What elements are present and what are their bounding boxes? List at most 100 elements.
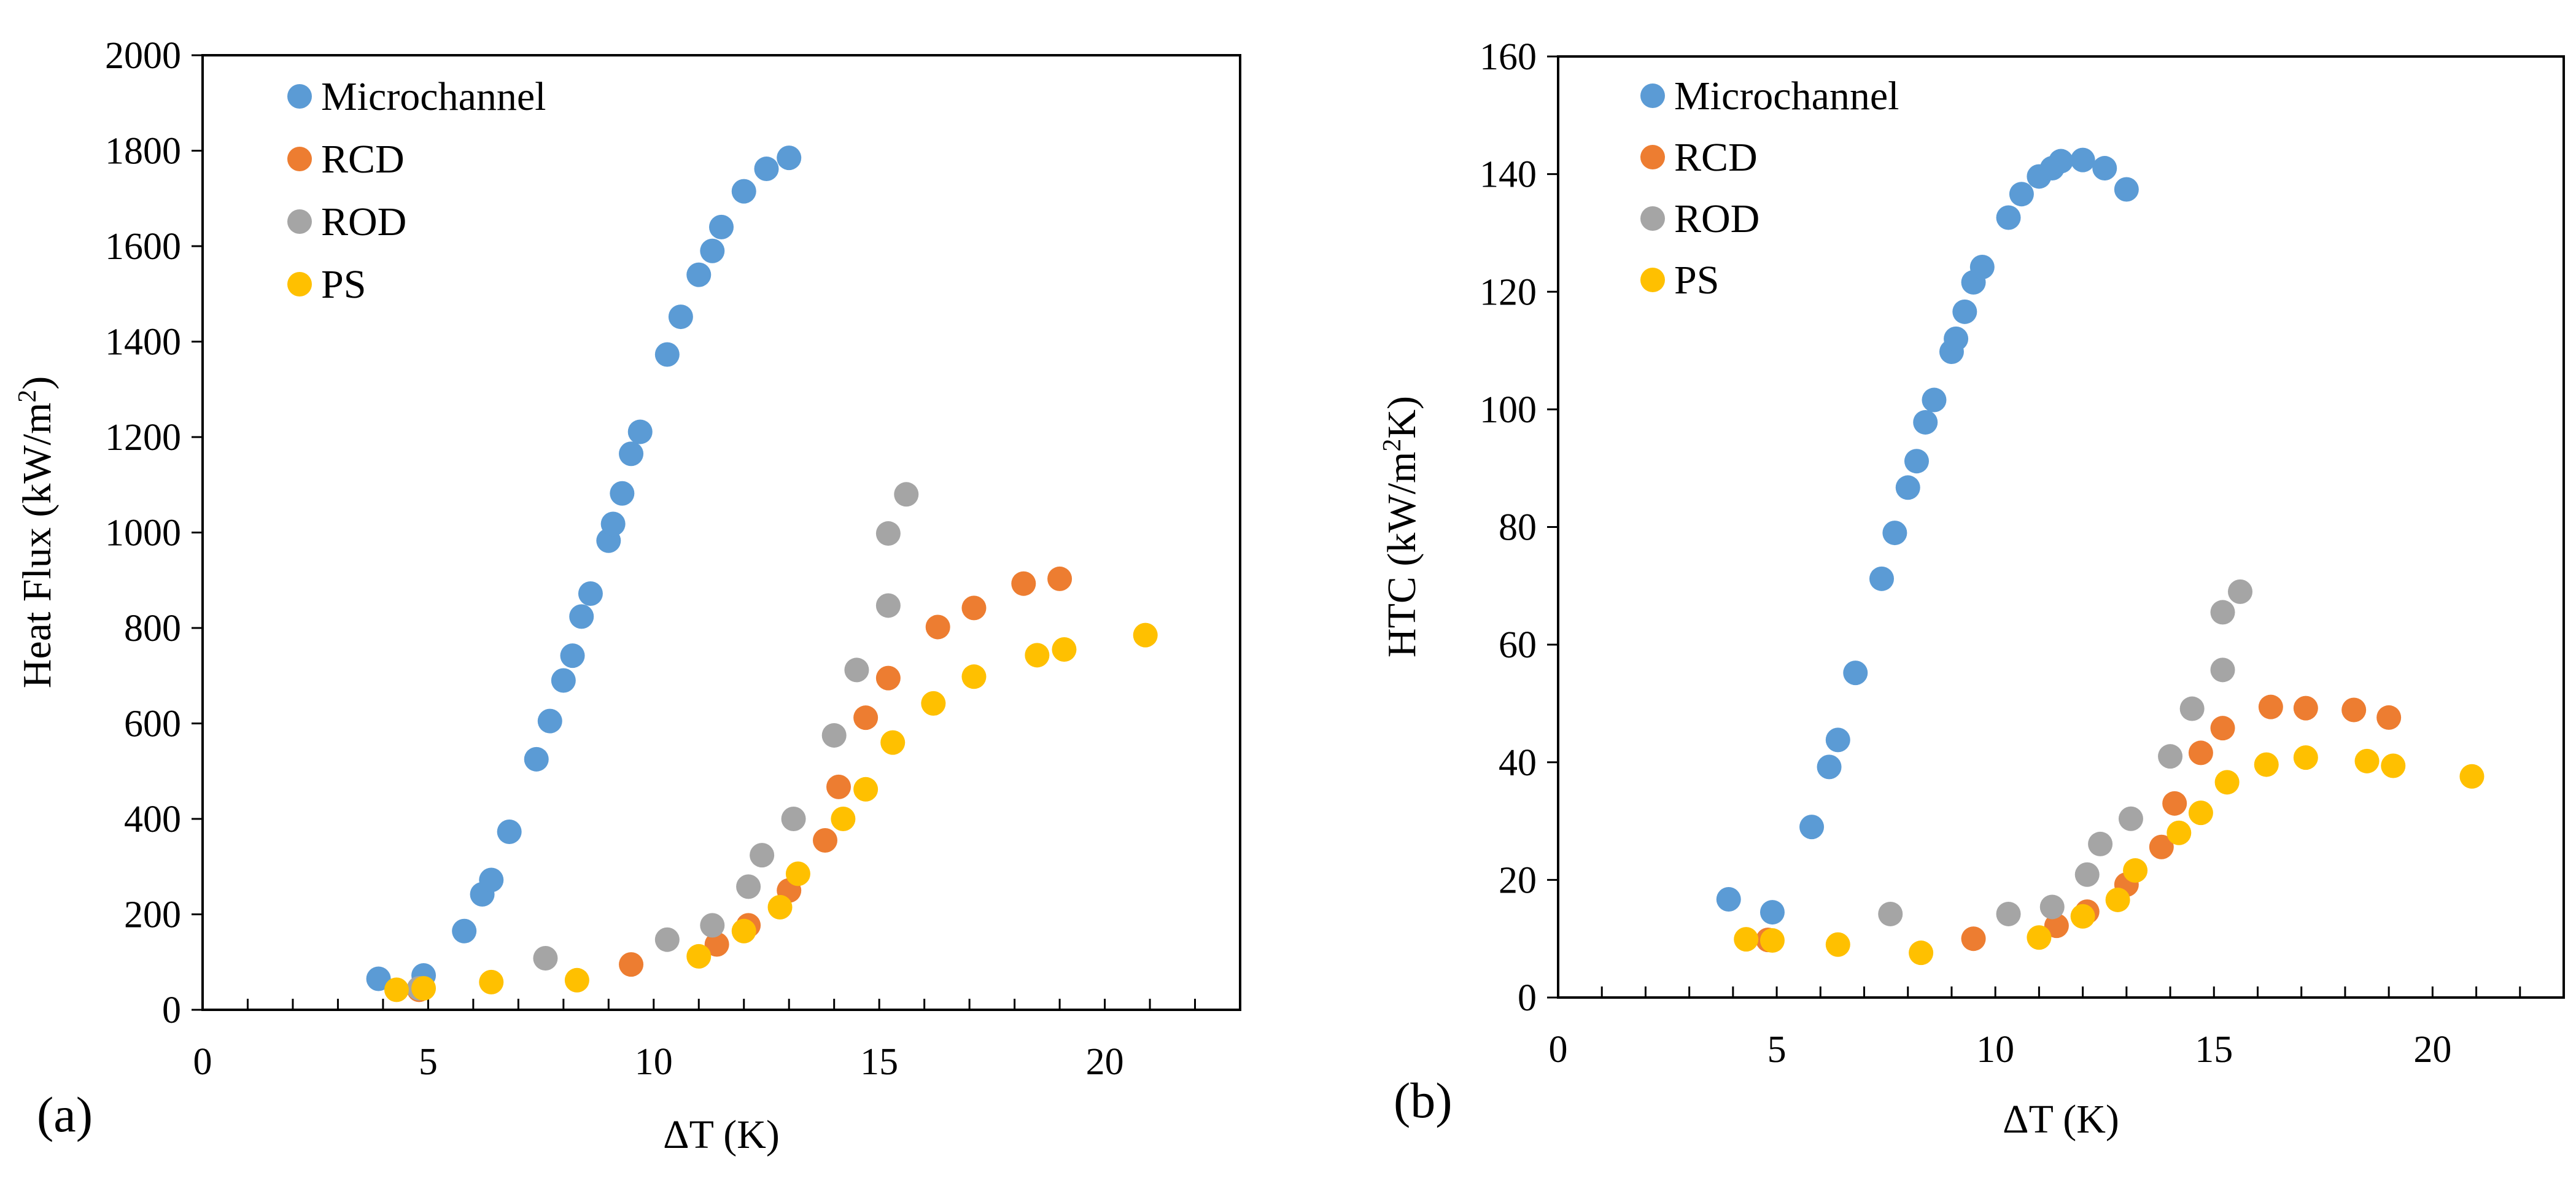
data-point-rod [875,521,901,546]
y-tick-label: 800 [124,608,181,649]
legend: Microchannel RCD ROD PS [1640,74,1899,303]
data-point-rod [894,482,919,507]
data-point-ps [2070,904,2095,929]
legend-marker-rcd [287,147,312,171]
data-point-microchannel [524,746,549,772]
data-point-rcd [2376,705,2402,730]
legend-label-microchannel: Microchannel [321,74,546,119]
x-tick-label: 5 [419,1041,438,1083]
x-tick-label: 0 [1549,1029,1568,1071]
data-point-ps [921,691,946,716]
panel-label: (a) [37,1087,93,1142]
data-point-rod [654,927,680,952]
data-point-ps [2459,764,2485,789]
data-point-microchannel [1825,727,1850,753]
data-point-microchannel [1799,815,1825,840]
data-point-ps [384,977,409,1002]
data-point-ps [767,894,793,920]
data-point-rod [750,843,775,868]
data-point-rod [875,593,901,618]
x-tick-label: 15 [2195,1029,2233,1071]
legend-label-rod: ROD [1674,196,1759,241]
data-point-microchannel [610,481,635,506]
legend-marker-ps [287,272,312,296]
data-point-microchannel [1882,521,1907,546]
x-tick-label: 10 [635,1041,673,1083]
y-tick-label: 80 [1499,507,1537,549]
y-tick-label: 60 [1499,624,1537,666]
data-point-ps [2293,745,2318,770]
data-point-microchannel [600,511,626,537]
x-tick-label: 0 [193,1041,212,1083]
data-point-ps [1734,927,1759,952]
data-point-rod [2118,806,2143,831]
data-point-rcd [853,705,879,730]
legend-label-rod: ROD [321,200,406,244]
data-point-rod [821,723,847,748]
y-tick-label: 20 [1499,859,1537,901]
legend-marker-rod [287,209,312,234]
data-points [366,145,1158,1002]
data-point-ps [2254,752,2279,777]
data-point-microchannel [2049,149,2073,174]
data-point-rcd [2210,716,2235,741]
y-axis-label-superscript: 2 [14,390,42,403]
data-point-microchannel [537,708,562,734]
data-point-microchannel [627,419,653,444]
legend-marker-microchannel [1640,83,1665,108]
x-tick-label: 20 [2413,1029,2451,1071]
data-point-microchannel [1922,387,1947,413]
data-point-microchannel [2092,156,2117,181]
data-point-rcd [1047,566,1073,591]
data-point-rod [533,946,558,971]
panel-label: (b) [1394,1072,1453,1128]
y-tick-label: 0 [1518,977,1537,1019]
legend-label-ps: PS [321,262,366,307]
data-point-microchannel [2009,182,2034,207]
data-point-rcd [875,665,901,691]
data-point-microchannel [1944,326,1969,351]
y-axis-label-superscript: 2 [1378,439,1406,452]
data-point-rcd [2258,694,2283,719]
data-point-ps [1052,637,1077,662]
data-point-rcd [2149,834,2174,859]
x-tick-label: 20 [1086,1041,1124,1083]
data-point-ps [2381,753,2406,778]
data-point-ps [564,967,589,993]
data-point-ps [853,777,879,802]
y-tick-label: 120 [1480,271,1537,313]
y-tick-label: 1400 [105,322,181,363]
data-point-rod [2179,696,2205,721]
data-point-microchannel [1843,661,1868,686]
data-point-rod [700,913,725,938]
data-point-rod [2039,894,2065,920]
data-point-microchannel [1913,409,1938,435]
data-point-microchannel [1996,205,2021,230]
data-point-microchannel [366,966,391,991]
data-point-ps [1825,932,1850,957]
data-point-microchannel [497,819,522,844]
legend-label-rcd: RCD [1674,135,1758,180]
data-point-rcd [1011,571,1036,596]
data-point-microchannel [1969,255,1995,280]
data-point-microchannel [1904,449,1929,474]
data-point-microchannel [668,304,693,330]
data-point-ps [2188,800,2213,826]
data-point-microchannel [731,179,756,204]
data-point-ps [411,976,436,1001]
x-tick-label: 10 [1976,1029,2014,1071]
data-point-ps [961,664,987,689]
legend-marker-rod [1640,206,1665,231]
data-point-microchannel [686,262,712,287]
data-point-ps [479,969,504,994]
y-tick-label: 1000 [105,513,181,554]
data-point-rcd [1961,926,1986,951]
data-point-rcd [813,827,837,853]
data-point-ps [831,807,856,831]
panel-a-heat-flux: 0 5 10 15 2002004006008001000120014001600180… [14,35,1241,1157]
y-tick-label: 600 [124,703,181,745]
data-point-ps [1025,643,1050,668]
data-point-ps [2105,887,2130,912]
data-point-rod [736,874,761,899]
data-point-microchannel [1895,475,1920,500]
